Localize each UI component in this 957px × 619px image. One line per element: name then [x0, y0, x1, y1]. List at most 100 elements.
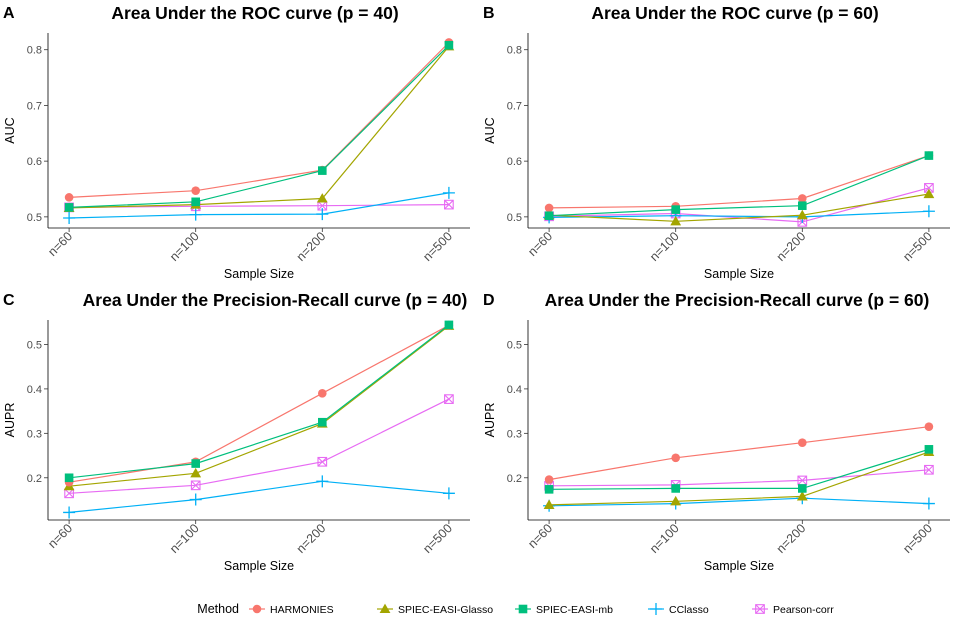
y-axis-title: AUC — [3, 117, 17, 143]
y-tick-label: 0.7 — [27, 100, 42, 112]
data-point — [543, 499, 555, 509]
data-point — [64, 473, 74, 483]
series-line — [548, 426, 929, 481]
panel-tag: A — [3, 5, 15, 22]
x-tick-label: n=60 — [525, 229, 555, 259]
y-axis-title: AUPR — [483, 403, 497, 438]
data-point — [796, 491, 808, 501]
y-tick-label: 0.5 — [507, 339, 522, 351]
x-tick-label: n=100 — [167, 521, 202, 556]
y-tick-label: 0.6 — [507, 156, 522, 168]
legend-item-cclasso: CClasso — [648, 603, 709, 616]
panel-a: A Area Under the ROC curve (p = 40) 0.5 0.6… — [3, 3, 470, 281]
chart-title: Area Under the ROC curve (p = 40) — [111, 3, 398, 23]
data-point — [924, 151, 934, 160]
x-tick-label: n=100 — [167, 229, 202, 264]
panel-tag: D — [483, 292, 495, 309]
series-line — [549, 155, 930, 217]
data-point — [923, 188, 935, 199]
legend-marker — [379, 603, 391, 614]
data-point — [544, 203, 554, 213]
series-spiec-easi-mb — [544, 445, 934, 494]
x-tick-label: n=60 — [45, 521, 75, 551]
data-point — [318, 417, 327, 427]
legend-label: CClasso — [669, 604, 709, 616]
legend-marker — [650, 603, 662, 615]
data-point — [922, 497, 935, 510]
x-tick-label: n=500 — [900, 229, 935, 264]
data-point — [671, 453, 680, 463]
series-line — [549, 193, 929, 222]
legend-item-pearson-corr: Pearson-corr — [752, 604, 834, 616]
x-tick-label: n=200 — [774, 229, 809, 264]
series-line — [69, 324, 450, 483]
legend-item-spiec-easi-glasso: SPIEC-EASI-Glasso — [377, 603, 493, 616]
data-point — [798, 484, 807, 493]
data-point — [64, 203, 74, 212]
data-point — [189, 493, 202, 506]
data-point — [191, 186, 200, 195]
y-tick-label: 0.5 — [507, 212, 522, 224]
data-point — [671, 205, 680, 214]
series-spiec-easi-glasso — [543, 446, 935, 509]
series-line — [549, 155, 930, 209]
series-harmonies — [64, 321, 454, 487]
series-spiec-easi-mb — [64, 320, 454, 483]
series-line — [69, 324, 450, 479]
panel-tag: C — [3, 292, 15, 309]
data-point — [442, 186, 455, 199]
x-tick-label: n=100 — [647, 229, 682, 264]
data-point — [316, 193, 328, 203]
data-point — [444, 40, 454, 50]
series-spiec-easi-mb — [64, 40, 454, 212]
data-point — [671, 484, 680, 493]
series-line — [549, 448, 930, 490]
series-line — [549, 210, 929, 218]
series-line — [69, 44, 450, 208]
x-axis-title: Sample Size — [224, 559, 294, 573]
series-line — [549, 451, 930, 506]
legend: Method HARMONIES SPIEC-EASI-Glasso SPIEC-EA… — [197, 602, 834, 616]
data-point — [798, 438, 807, 447]
y-tick-label: 0.3 — [27, 428, 42, 440]
x-tick-label: n=200 — [294, 521, 329, 556]
panel-tag: B — [483, 5, 495, 22]
data-point — [924, 464, 934, 475]
data-point — [444, 199, 454, 210]
data-point — [318, 166, 327, 175]
series-harmonies — [64, 38, 454, 202]
series-line — [69, 192, 449, 219]
series-line — [549, 497, 929, 507]
data-point — [191, 197, 200, 207]
panel-d: D Area Under the Precision-Recall curve (… — [483, 290, 950, 573]
data-point — [191, 459, 200, 468]
data-point — [63, 506, 76, 519]
legend-marker — [252, 604, 262, 614]
series-cclasso — [63, 186, 455, 224]
y-tick-label: 0.8 — [507, 45, 522, 57]
y-tick-label: 0.2 — [27, 473, 42, 485]
legend-item-spiec-easi-mb: SPIEC-EASI-mb — [515, 604, 613, 616]
data-point — [190, 480, 201, 491]
legend-marker — [755, 604, 765, 614]
legend-label: Pearson-corr — [773, 604, 834, 616]
x-axis-title: Sample Size — [224, 267, 294, 281]
data-point — [317, 456, 328, 467]
data-point — [544, 475, 554, 484]
series-spiec-easi-mb — [544, 151, 934, 221]
data-point — [190, 467, 202, 478]
data-point — [316, 475, 329, 488]
y-axis-title: AUC — [483, 117, 497, 143]
y-tick-label: 0.4 — [507, 384, 522, 396]
series-spiec-easi-glasso — [63, 320, 455, 491]
chart-title: Area Under the Precision-Recall curve (p… — [545, 290, 930, 310]
x-tick-label: n=500 — [900, 521, 935, 556]
data-point — [63, 211, 76, 224]
series-harmonies — [544, 422, 934, 484]
series-line — [549, 469, 929, 487]
legend-title: Method — [197, 602, 239, 616]
x-axis-title: Sample Size — [704, 559, 774, 573]
data-point — [924, 445, 934, 454]
x-tick-label: n=500 — [420, 229, 455, 264]
y-tick-label: 0.5 — [27, 339, 42, 351]
